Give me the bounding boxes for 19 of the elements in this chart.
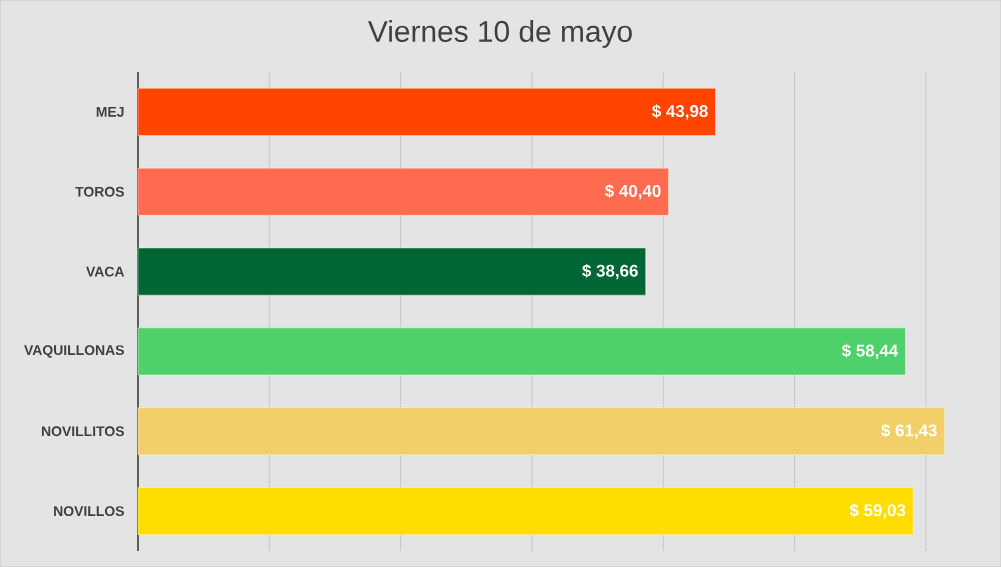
y-tick-label: TOROS: [75, 186, 124, 197]
data-label: $ 61,43: [881, 423, 937, 439]
bar: [137, 247, 646, 296]
y-tick-label: VAQUILLONAS: [24, 345, 124, 358]
data-label: $ 58,44: [841, 343, 899, 360]
data-label: $ 43,98: [652, 104, 708, 120]
bar: [137, 168, 669, 216]
bar: [137, 327, 906, 376]
data-label: $ 38,66: [582, 263, 638, 280]
y-tick-label: VACA: [86, 266, 125, 277]
bar: [137, 407, 945, 456]
bar: [137, 487, 914, 535]
y-tick-label: NOVILLITOS: [41, 426, 124, 437]
chart-title: Viernes 10 de mayo: [367, 20, 632, 48]
y-tick-label: MEJ: [96, 107, 124, 117]
data-label: $ 59,03: [849, 503, 906, 519]
y-tick-label: NOVILLOS: [54, 506, 124, 517]
data-label: $ 40,40: [605, 184, 661, 200]
bar: [137, 88, 716, 136]
